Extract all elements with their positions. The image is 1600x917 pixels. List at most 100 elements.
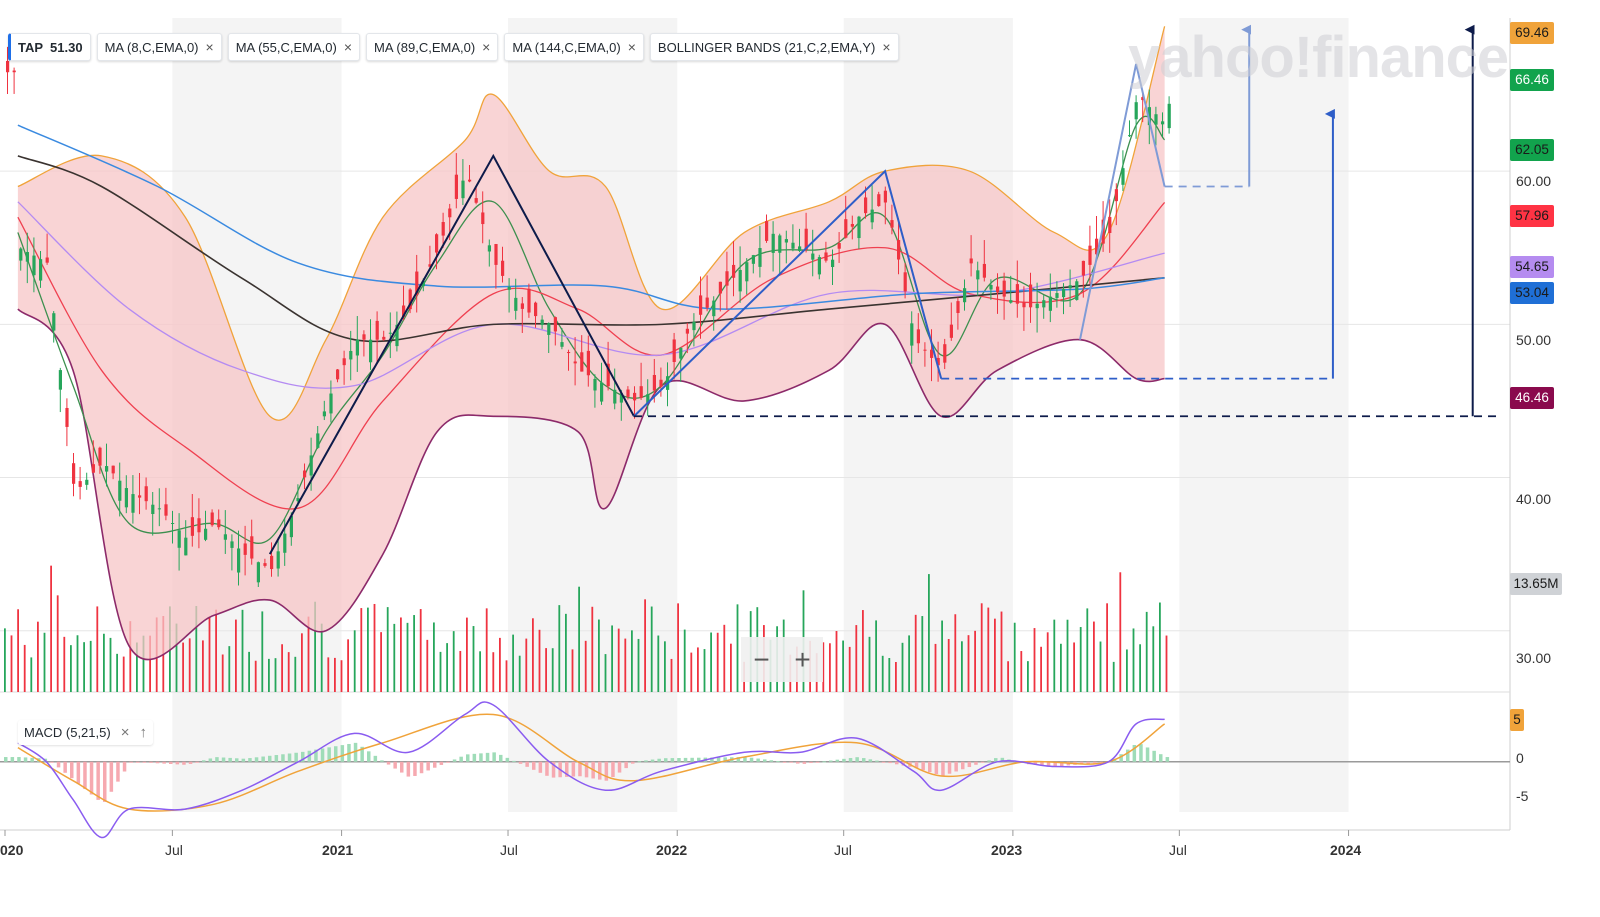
macd-histogram-bar <box>881 761 886 763</box>
macd-histogram-bar <box>987 760 991 762</box>
candle-body <box>164 504 168 516</box>
legend-symbol-chip[interactable]: TAP 51.30 <box>8 33 91 61</box>
volume-bar <box>1145 611 1148 692</box>
volume-bar <box>888 657 891 692</box>
candle-body <box>738 269 742 292</box>
macd-histogram-bar <box>835 759 840 762</box>
close-icon[interactable]: × <box>627 39 636 55</box>
volume-bar <box>657 635 660 692</box>
close-icon[interactable]: × <box>882 39 891 55</box>
candle-body <box>1101 219 1105 244</box>
ma-long-line <box>17 124 1165 310</box>
candle-body <box>692 321 696 331</box>
candle-body <box>369 339 373 363</box>
volume-bar <box>980 603 983 692</box>
symbol-label: TAP <box>18 39 44 55</box>
macd-histogram-bar <box>776 761 780 763</box>
candle-body <box>784 239 788 243</box>
macd-histogram-bar <box>413 761 417 776</box>
candle-body <box>138 495 142 498</box>
candle-body <box>388 332 392 334</box>
macd-histogram-bar <box>103 761 107 802</box>
volume-bar <box>881 655 884 692</box>
candle-body <box>283 533 287 553</box>
close-icon[interactable]: × <box>205 39 214 55</box>
candle-body <box>276 551 280 569</box>
legend-ma55-chip[interactable]: MA (55,C,EMA,0) × <box>227 33 361 61</box>
macd-histogram-bar <box>353 742 358 762</box>
macd-value-badge: 5 <box>1510 709 1524 731</box>
candle-body <box>1114 189 1118 202</box>
price-badge: 54.65 <box>1510 256 1554 278</box>
candle-body <box>12 70 16 73</box>
candle-body <box>111 465 115 474</box>
macd-histogram-bar <box>459 756 463 762</box>
candle-body <box>1154 114 1158 125</box>
macd-histogram-bar <box>254 757 259 762</box>
volume-bar <box>10 635 13 692</box>
volume-bar <box>373 603 376 692</box>
candle-body <box>831 259 835 268</box>
candle-body <box>507 286 511 290</box>
legend-ma144-chip[interactable]: MA (144,C,EMA,0) × <box>504 33 644 61</box>
volume-bar <box>23 644 26 692</box>
y-tick-label: 50.00 <box>1516 332 1552 348</box>
macd-legend-chip[interactable]: MACD (5,21,5) × ↑ <box>18 720 153 745</box>
candle-body <box>250 536 254 559</box>
volume-bar <box>294 656 297 692</box>
candle-body <box>118 480 122 501</box>
candle-body <box>540 319 544 325</box>
macd-histogram-bar <box>934 761 939 775</box>
zoom-out-button[interactable]: − <box>753 643 770 675</box>
candle-body <box>870 209 874 223</box>
volume-bar <box>459 650 462 692</box>
macd-histogram-bar <box>928 761 932 773</box>
macd-histogram-bar <box>710 757 714 762</box>
macd-histogram-bar <box>617 761 622 773</box>
candle-body <box>553 317 557 332</box>
macd-histogram-bar <box>149 761 153 763</box>
close-icon[interactable]: × <box>120 724 130 741</box>
macd-histogram-bar <box>677 757 681 762</box>
volume-bar <box>637 638 640 692</box>
close-icon[interactable]: × <box>343 39 353 55</box>
legend-ma8-chip[interactable]: MA (8,C,EMA,0) × <box>96 33 222 61</box>
candle-body <box>567 352 571 354</box>
close-icon[interactable]: × <box>482 39 491 55</box>
volume-bar <box>116 653 118 692</box>
macd-histogram-bar <box>1132 744 1137 762</box>
macd-histogram-bar <box>499 754 503 762</box>
candle-body <box>85 479 89 485</box>
macd-histogram-bar <box>914 761 919 769</box>
legend-ma89-chip[interactable]: MA (89,C,EMA,0) × <box>366 33 499 61</box>
candle-body <box>190 517 194 536</box>
volume-bar <box>439 651 442 692</box>
candle-body <box>1161 121 1165 125</box>
macd-histogram-bar <box>1126 749 1130 762</box>
macd-histogram-bar <box>888 761 892 764</box>
macd-histogram-bar <box>644 760 648 762</box>
macd-histogram-bar <box>76 761 81 784</box>
candle-body <box>316 433 320 448</box>
candle-body <box>798 246 802 251</box>
legend-bollinger-chip[interactable]: BOLLINGER BANDS (21,C,2,EMA,Y) × <box>649 33 899 61</box>
volume-bar <box>142 635 145 692</box>
candle-body <box>1022 302 1026 308</box>
move-up-icon[interactable]: ↑ <box>139 724 147 741</box>
zoom-in-button[interactable]: + <box>794 643 811 675</box>
macd-histogram-bar <box>683 757 688 762</box>
candle-body <box>560 342 564 347</box>
macd-histogram-bar <box>281 754 285 762</box>
macd-histogram-bar <box>1079 761 1084 765</box>
macd-histogram-bar <box>631 761 635 764</box>
macd-histogram-bar <box>518 761 523 764</box>
volume-bar <box>1099 641 1102 692</box>
macd-histogram-bar <box>248 758 252 762</box>
macd-tick-label: -5 <box>1516 788 1529 804</box>
volume-bar <box>928 574 930 692</box>
x-tick-label: 2022 <box>656 842 688 858</box>
volume-bar <box>195 605 198 692</box>
volume-bar <box>1079 627 1082 692</box>
volume-bar <box>30 657 33 692</box>
